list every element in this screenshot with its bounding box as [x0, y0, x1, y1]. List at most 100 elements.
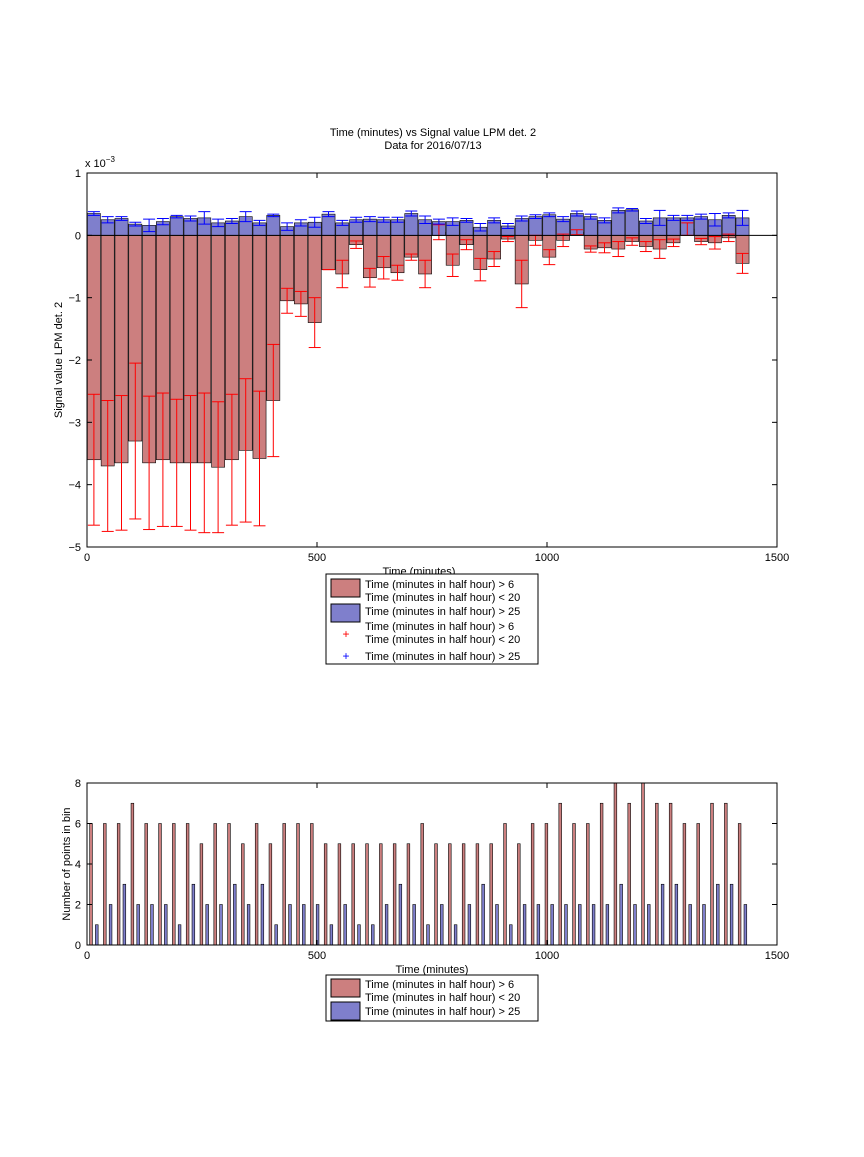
legend-entry: Time (minutes in half hour) > 25 — [365, 1006, 520, 1018]
bar — [114, 218, 129, 236]
bar — [130, 802, 135, 946]
bar — [641, 782, 645, 946]
bar — [343, 904, 347, 946]
legend-swatch-blue-bar — [330, 603, 361, 623]
bar — [329, 924, 334, 946]
bar — [169, 216, 184, 236]
signal-plot-area — [87, 207, 777, 534]
bar — [144, 823, 148, 946]
bar — [461, 843, 466, 946]
bar — [517, 843, 521, 946]
bar — [357, 924, 361, 946]
bar — [696, 823, 700, 946]
bar — [475, 843, 480, 946]
bar — [384, 904, 389, 946]
bar — [246, 904, 251, 946]
x-tick-label: 0 — [84, 950, 90, 962]
bar — [103, 823, 107, 946]
bar — [219, 904, 223, 946]
bar — [158, 823, 162, 946]
bar — [260, 883, 265, 946]
x-tick-label: 500 — [308, 950, 326, 962]
bar — [404, 213, 419, 236]
bar — [627, 802, 631, 946]
bar — [481, 883, 485, 946]
bar — [321, 213, 336, 236]
bar — [323, 843, 328, 946]
plot-frame — [86, 782, 778, 946]
bar — [288, 904, 292, 946]
count-chart: 0 2 4 6 8 0 500 1000 1500 Time (minutes) Number… — [61, 778, 789, 1022]
bar — [599, 802, 604, 946]
bar — [371, 924, 375, 946]
y-tick-label: 2 — [75, 900, 81, 912]
bar — [536, 904, 541, 946]
legend-entry: Time (minutes in half hour) < 20 — [365, 634, 520, 646]
bar — [591, 904, 596, 946]
bar — [365, 843, 369, 946]
count-plot-area — [89, 782, 748, 946]
bar — [743, 904, 748, 946]
y-axis: 0 2 4 6 8 — [75, 778, 777, 952]
y-tick-label: 8 — [75, 778, 81, 790]
bar — [544, 823, 549, 946]
bar — [282, 823, 286, 946]
bar — [116, 823, 121, 946]
x-axis: 0 500 1000 1500 — [84, 173, 789, 564]
bar — [660, 883, 665, 946]
bar — [611, 210, 626, 236]
bar — [150, 904, 154, 946]
bar — [172, 823, 176, 946]
y-exponent-label: x 10−3 — [85, 155, 115, 170]
bar — [668, 802, 673, 946]
chart-title-line1: Time (minutes) vs Signal value LPM det. … — [330, 127, 536, 139]
bar — [241, 843, 245, 946]
legend-entry: Time (minutes in half hour) > 6 — [365, 621, 514, 633]
legend-frame — [325, 573, 539, 665]
bar — [227, 823, 231, 946]
bar — [274, 924, 278, 946]
bar — [682, 823, 687, 946]
bar — [254, 823, 259, 946]
bar — [398, 883, 403, 946]
signal-chart: Time (minutes) vs Signal value LPM det. … — [53, 127, 789, 665]
bar — [426, 924, 430, 946]
bar — [489, 843, 493, 946]
bar — [337, 843, 342, 946]
bar — [199, 843, 204, 946]
y-tick-label: 4 — [75, 859, 81, 871]
bar — [412, 904, 416, 946]
legend-marker-blue-plus: + — [342, 649, 349, 663]
bar — [136, 904, 140, 946]
legend: Time (minutes in half hour) > 6 Time (mi… — [325, 974, 539, 1022]
x-axis: 0 500 1000 1500 — [84, 783, 789, 962]
y-tick-label: 0 — [75, 940, 81, 952]
bar — [177, 924, 182, 946]
x-tick-label: 1500 — [765, 552, 789, 564]
bar — [550, 904, 554, 946]
bar — [321, 235, 336, 270]
bar — [296, 823, 300, 946]
bar — [302, 904, 306, 946]
bar — [268, 843, 273, 946]
x-tick-label: 1500 — [765, 950, 789, 962]
y-tick-label: 1 — [75, 168, 81, 180]
legend-entry: Time (minutes in half hour) < 20 — [365, 592, 520, 604]
bar — [89, 823, 93, 946]
bar — [185, 823, 190, 946]
bar — [440, 904, 444, 946]
legend-frame — [325, 974, 539, 1022]
bar — [406, 843, 411, 946]
bar — [205, 904, 209, 946]
bar — [702, 904, 706, 946]
bar — [87, 213, 101, 236]
bar — [315, 904, 320, 946]
bar — [310, 823, 314, 946]
bar — [619, 883, 623, 946]
y-tick-label: 0 — [75, 230, 81, 242]
bar — [266, 215, 281, 236]
bar — [586, 823, 590, 946]
bar — [122, 883, 127, 946]
bar — [724, 802, 728, 946]
